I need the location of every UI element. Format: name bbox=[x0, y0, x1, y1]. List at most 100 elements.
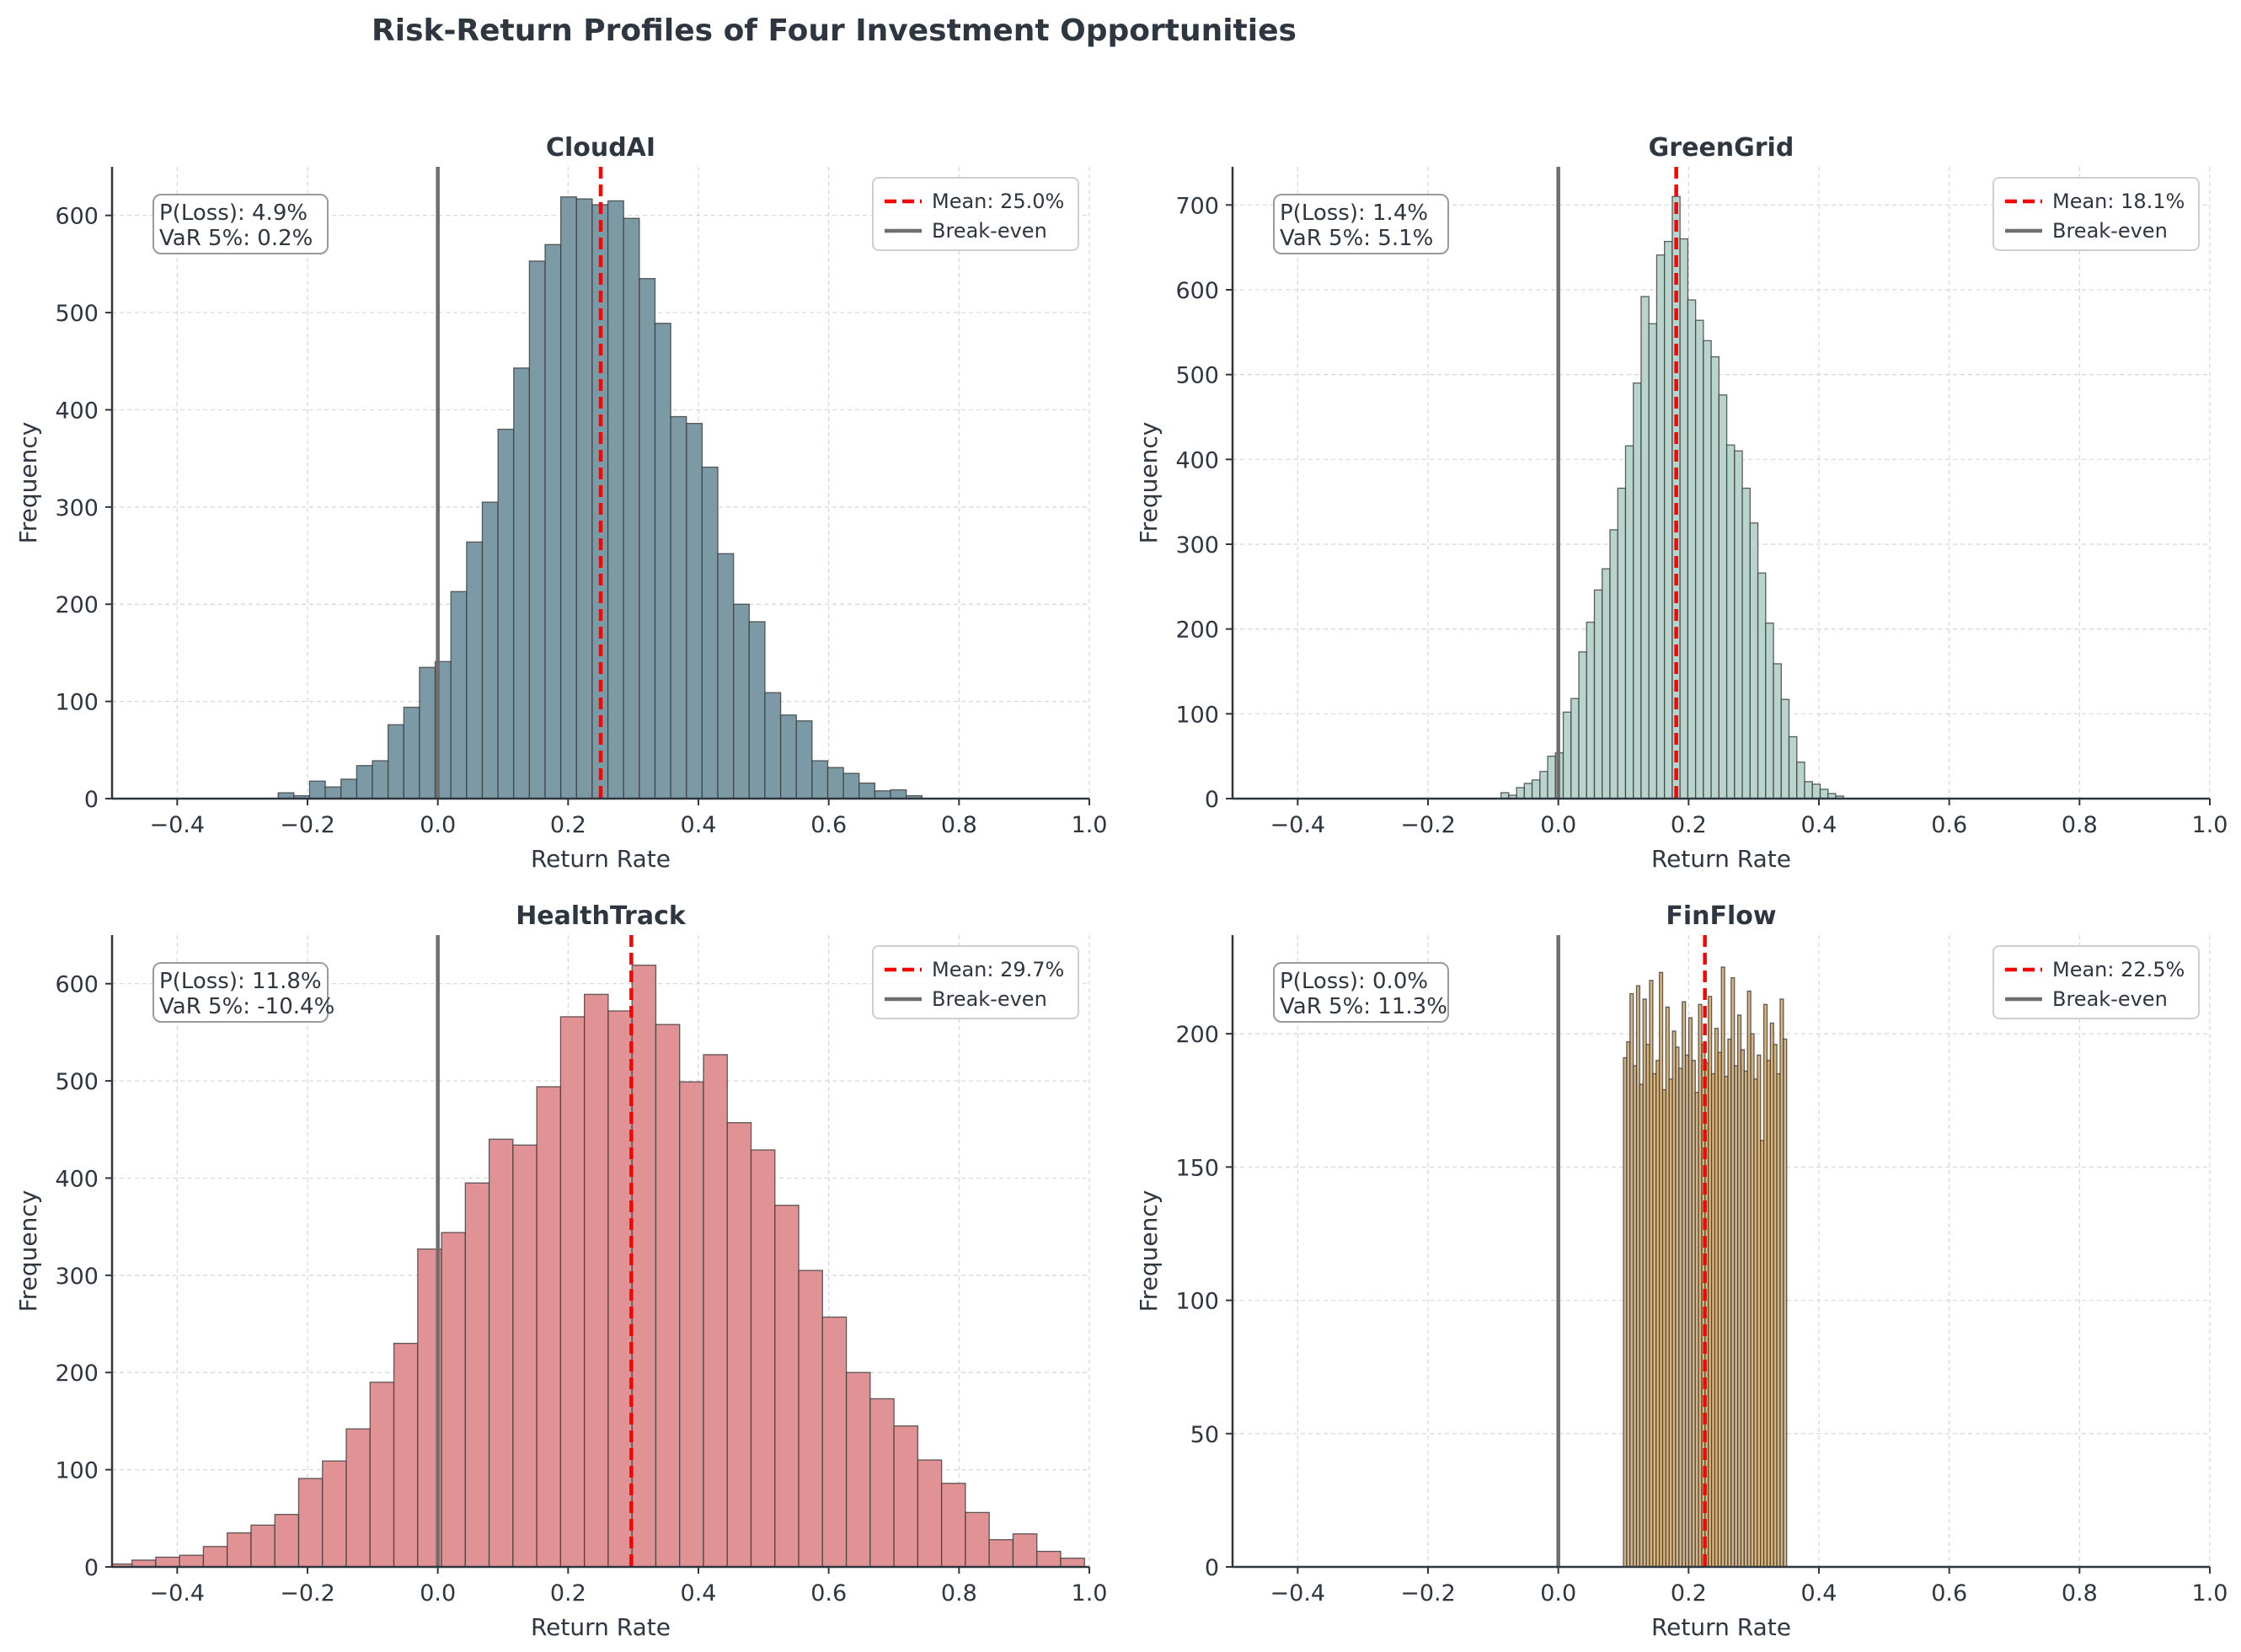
y-axis-label: Frequency bbox=[1135, 422, 1163, 544]
x-axis-label: Return Rate bbox=[531, 845, 671, 873]
legend: Mean: 29.7%Break-even bbox=[873, 946, 1078, 1018]
y-tick-label: 500 bbox=[55, 301, 99, 327]
x-tick-label: 0.4 bbox=[681, 1580, 717, 1607]
y-tick-label: 400 bbox=[55, 1166, 99, 1192]
histogram-bar bbox=[1540, 772, 1548, 799]
x-axis-label: Return Rate bbox=[1651, 1613, 1791, 1641]
histogram-bar bbox=[465, 1183, 489, 1567]
x-tick-label: 0.2 bbox=[1671, 812, 1707, 838]
histogram-bar bbox=[482, 502, 498, 799]
stat-var: VaR 5%: -10.4% bbox=[159, 994, 334, 1019]
stats-box: P(Loss): 4.9%VaR 5%: 0.2% bbox=[153, 195, 328, 254]
histogram-bar bbox=[828, 767, 844, 799]
histogram-bar bbox=[560, 1017, 584, 1567]
x-tick-label: 0.0 bbox=[1540, 812, 1576, 838]
histogram-bar bbox=[1773, 664, 1781, 799]
legend-breakeven-label: Break-even bbox=[932, 219, 1047, 243]
legend-mean-label: Mean: 18.1% bbox=[2052, 190, 2185, 213]
histogram-bar bbox=[1625, 446, 1633, 799]
histogram-bar bbox=[325, 787, 341, 799]
y-tick-label: 100 bbox=[1175, 702, 1219, 728]
y-axis-label: Frequency bbox=[14, 1190, 42, 1313]
histogram-bar bbox=[394, 1344, 418, 1567]
y-tick-label: 0 bbox=[84, 787, 99, 813]
histogram-bar bbox=[822, 1317, 846, 1567]
histogram-bar bbox=[388, 724, 404, 799]
histogram-bar bbox=[1061, 1558, 1084, 1567]
histogram-bar bbox=[1784, 1039, 1787, 1567]
y-tick-label: 200 bbox=[1175, 617, 1219, 644]
histogram-bars bbox=[1501, 196, 1844, 799]
histogram-bar bbox=[576, 199, 592, 799]
histogram-bar bbox=[1812, 784, 1820, 799]
histogram-bar bbox=[751, 1150, 775, 1567]
y-axis-label: Frequency bbox=[1135, 1190, 1163, 1313]
stat-ploss: P(Loss): 4.9% bbox=[159, 200, 308, 226]
x-tick-label: 0.0 bbox=[420, 1580, 456, 1607]
histogram-bar bbox=[1656, 255, 1664, 799]
y-tick-label: 100 bbox=[55, 690, 99, 716]
x-tick-label: 0.8 bbox=[941, 812, 977, 838]
histogram-bar bbox=[451, 591, 467, 799]
subplot-greengrid: −0.4 −0.2 0.0 0.2 0.4 0.6 0.8 1.001002003004005… bbox=[1135, 133, 2228, 873]
histogram-bar bbox=[1013, 1534, 1036, 1567]
histogram-bar bbox=[847, 1372, 870, 1567]
histogram-bar bbox=[989, 1540, 1013, 1567]
histogram-bar bbox=[1750, 523, 1757, 799]
histogram-bar bbox=[608, 200, 624, 799]
y-tick-label: 400 bbox=[1175, 447, 1219, 473]
x-tick-label: 1.0 bbox=[1072, 812, 1108, 838]
histogram-bar bbox=[514, 368, 530, 799]
histogram-bar bbox=[309, 781, 325, 799]
histogram-bar bbox=[894, 1426, 917, 1567]
histogram-bar bbox=[765, 692, 781, 799]
y-tick-label: 200 bbox=[55, 1361, 99, 1387]
histogram-bar bbox=[498, 430, 514, 799]
histogram-bar bbox=[1516, 788, 1524, 799]
histogram-bar bbox=[734, 604, 750, 799]
histogram-bar bbox=[796, 721, 812, 799]
y-tick-label: 600 bbox=[55, 972, 99, 998]
x-tick-label: −0.2 bbox=[1400, 812, 1456, 838]
histogram-bar bbox=[799, 1270, 822, 1567]
histogram-bar bbox=[1586, 623, 1594, 799]
histogram-bar bbox=[545, 244, 561, 799]
histogram-bar bbox=[623, 218, 639, 799]
histogram-bar bbox=[1735, 451, 1742, 799]
x-tick-label: 0.8 bbox=[2062, 1580, 2098, 1607]
histogram-bar bbox=[1610, 530, 1618, 799]
x-tick-label: −0.2 bbox=[280, 1580, 335, 1607]
histogram-bar bbox=[655, 1024, 679, 1567]
x-tick-label: 1.0 bbox=[1072, 1580, 1108, 1607]
histogram-bar bbox=[1532, 780, 1540, 799]
y-tick-label: 300 bbox=[55, 1264, 99, 1290]
subplot-title: GreenGrid bbox=[1649, 133, 1794, 163]
histogram-bar bbox=[1579, 652, 1586, 799]
histogram-bar bbox=[1037, 1552, 1061, 1567]
subplot-title: CloudAI bbox=[546, 133, 655, 163]
histogram-bar bbox=[1781, 699, 1789, 799]
histogram-bar bbox=[870, 1398, 894, 1567]
x-tick-label: −0.4 bbox=[1270, 1580, 1326, 1607]
y-tick-label: 100 bbox=[1175, 1289, 1219, 1315]
histogram-bar bbox=[639, 279, 655, 799]
histogram-bar bbox=[585, 994, 608, 1567]
stats-box: P(Loss): 0.0%VaR 5%: 11.3% bbox=[1274, 963, 1448, 1022]
x-tick-label: 0.0 bbox=[1540, 1580, 1576, 1607]
histogram-bar bbox=[965, 1512, 989, 1567]
histogram-bar bbox=[727, 1123, 751, 1567]
legend: Mean: 18.1%Break-even bbox=[1993, 178, 2199, 250]
y-tick-label: 100 bbox=[55, 1458, 99, 1484]
legend-breakeven-label: Break-even bbox=[932, 987, 1047, 1011]
histogram-bar bbox=[812, 761, 828, 799]
histogram-bar bbox=[370, 1382, 393, 1567]
histogram-bar bbox=[513, 1145, 537, 1567]
stats-box: P(Loss): 1.4%VaR 5%: 5.1% bbox=[1274, 195, 1448, 254]
x-tick-label: −0.2 bbox=[280, 812, 335, 838]
histogram-bar bbox=[251, 1525, 275, 1567]
stat-ploss: P(Loss): 11.8% bbox=[159, 969, 322, 994]
histogram-bar bbox=[671, 417, 687, 799]
histogram-bar bbox=[749, 622, 765, 799]
histogram-bar bbox=[1595, 590, 1602, 799]
